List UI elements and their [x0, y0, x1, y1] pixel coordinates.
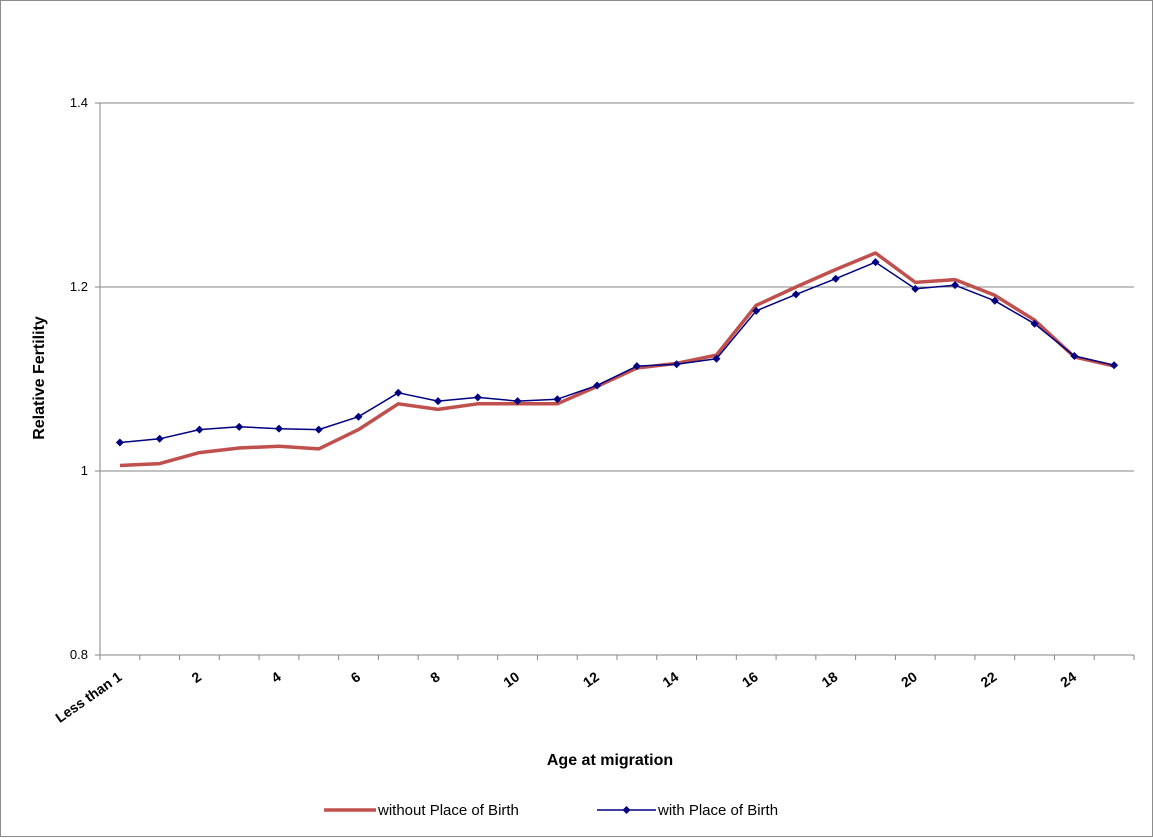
data-point-marker — [115, 438, 124, 447]
data-point-marker — [314, 425, 323, 434]
y-tick-label: 1.4 — [70, 95, 88, 110]
axes — [99, 103, 1135, 660]
data-point-marker — [712, 354, 721, 363]
data-point-marker — [235, 422, 244, 431]
data-point-marker — [354, 412, 363, 421]
x-tick-label: 14 — [659, 668, 681, 690]
data-point-marker — [195, 425, 204, 434]
y-tick-label: 0.8 — [70, 647, 88, 662]
x-tick-label: 6 — [348, 668, 364, 686]
y-tick-label: 1 — [81, 463, 88, 478]
data-point-marker — [155, 434, 164, 443]
legend-label: without Place of Birth — [377, 802, 519, 819]
y-axis-ticks: 0.8 1 1.2 1.4 — [70, 95, 88, 662]
series-lines — [115, 251, 1119, 468]
y-tick-label: 1.2 — [70, 279, 88, 294]
x-tick-label: 20 — [898, 668, 920, 690]
x-tick-label: 16 — [739, 668, 761, 690]
legend-label: with Place of Birth — [657, 802, 778, 819]
x-tick-label: 12 — [580, 668, 602, 690]
data-point-marker — [274, 424, 283, 433]
data-point-marker — [553, 395, 562, 404]
data-point-marker — [632, 362, 641, 371]
series-line-1 — [119, 251, 1115, 468]
data-point-marker — [911, 284, 920, 293]
x-tick-label: 24 — [1057, 668, 1079, 690]
x-tick-label: Less than 1 — [52, 668, 124, 725]
data-point-marker — [791, 290, 800, 299]
x-tick-label: 2 — [189, 668, 205, 686]
data-point-marker — [871, 258, 880, 267]
legend: without Place of Birth with Place of Birt… — [324, 802, 778, 819]
data-point-marker — [1030, 319, 1039, 328]
data-point-marker — [951, 281, 960, 290]
data-point-marker — [752, 306, 761, 315]
data-point-marker — [593, 381, 602, 390]
x-tick-label: 22 — [978, 668, 1000, 690]
data-point-marker — [434, 397, 443, 406]
x-axis-title: Age at migration — [547, 752, 673, 769]
x-tick-label: 4 — [268, 668, 284, 686]
x-axis-ticks: Less than 1 2 4 6 8 10 12 14 16 18 20 22 24 — [52, 668, 1079, 725]
data-point-marker — [394, 388, 403, 397]
series-line-2 — [119, 261, 1115, 444]
x-tick-label: 8 — [427, 668, 443, 686]
data-point-marker — [1110, 361, 1119, 370]
x-tick-label: 10 — [500, 668, 522, 690]
data-point-marker — [513, 397, 522, 406]
data-point-marker — [473, 393, 482, 402]
data-point-marker — [1070, 352, 1079, 360]
x-tick-label: 18 — [819, 668, 841, 690]
legend-marker — [622, 806, 631, 814]
data-point-marker — [990, 296, 999, 305]
data-point-marker — [672, 360, 681, 369]
data-point-marker — [831, 274, 840, 283]
y-axis-title: Relative Fertility — [31, 316, 48, 440]
